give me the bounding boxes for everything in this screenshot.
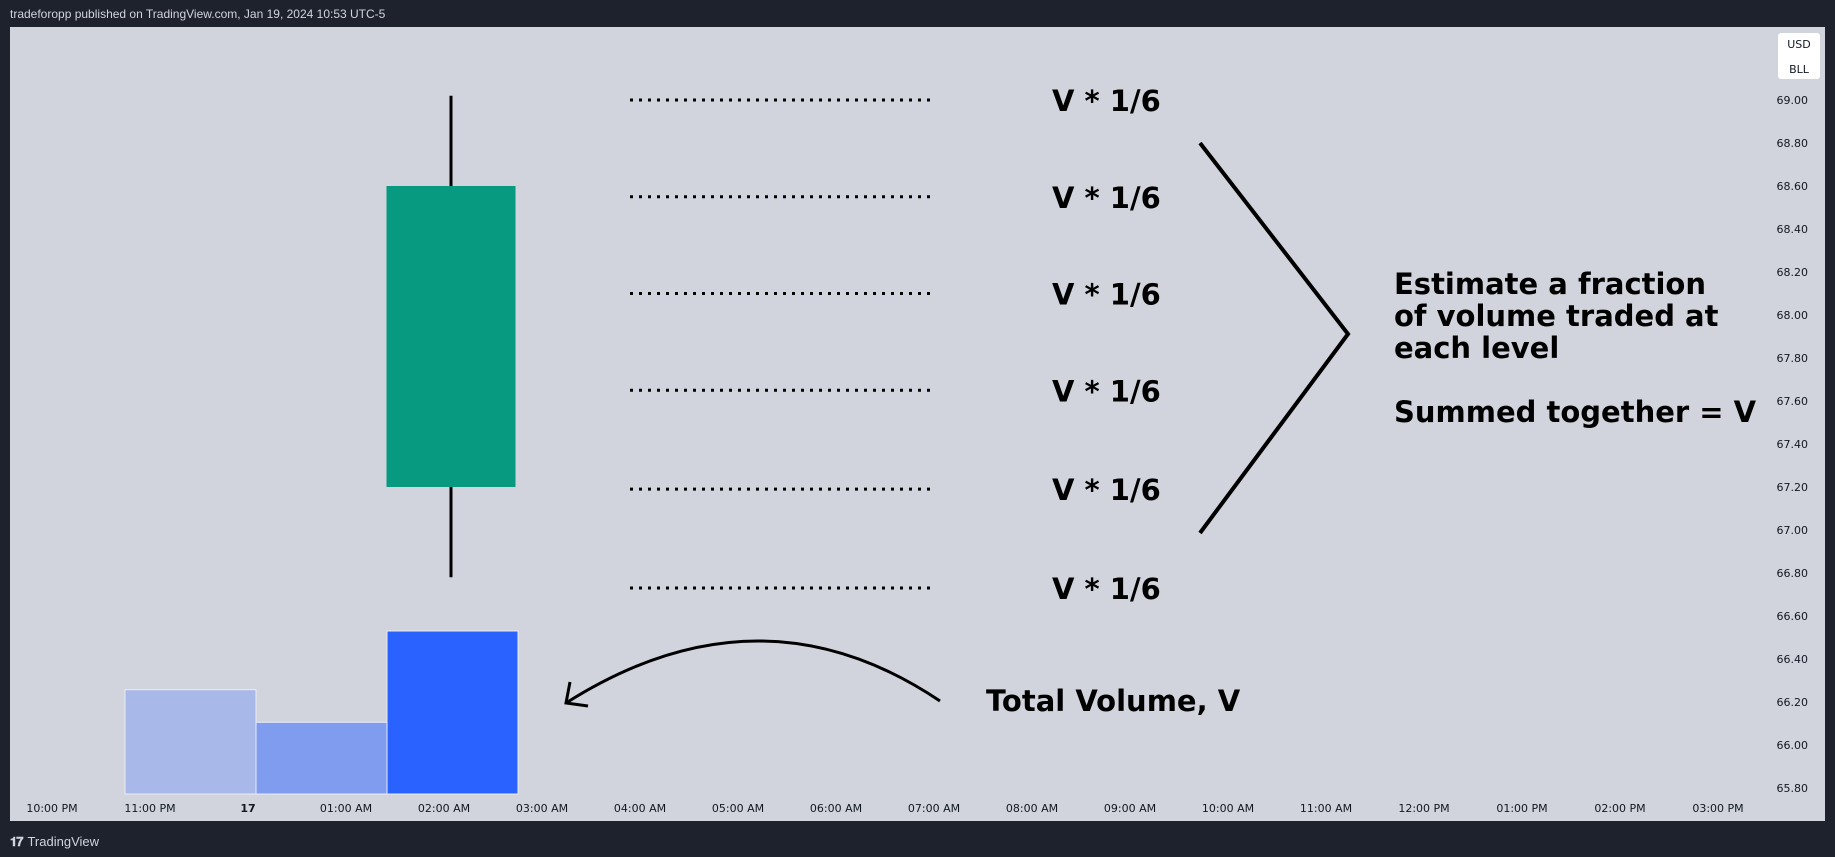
y-tick-label: 68.00 [1777,309,1809,322]
chart-pane[interactable] [10,27,1825,821]
x-tick-label: 03:00 AM [516,802,568,815]
note-text-line: of volume traded at [1394,299,1719,333]
y-tick-label: 68.40 [1777,223,1809,236]
level-fraction-label: V * 1/6 [1052,278,1161,312]
total-volume-label: Total Volume, V [986,684,1241,718]
level-fraction-label: V * 1/6 [1052,84,1161,118]
x-tick-label: 01:00 PM [1496,802,1547,815]
note-text-line: Summed together = V [1394,395,1757,429]
y-tick-label: 68.60 [1777,180,1809,193]
x-tick-label: 04:00 AM [614,802,666,815]
x-tick-label: 17 [240,802,255,815]
y-tick-label: 66.80 [1777,567,1809,580]
x-tick-label: 10:00 AM [1202,802,1254,815]
y-tick-label: 67.40 [1777,438,1809,451]
note-text-line: each level [1394,331,1559,365]
x-tick-label: 02:00 AM [418,802,470,815]
volume-bar [386,630,519,795]
y-tick-label: 67.80 [1777,352,1809,365]
y-tick-label: 67.60 [1777,395,1809,408]
x-tick-label: 06:00 AM [810,802,862,815]
note-text-line: Estimate a fraction [1394,267,1706,301]
currency-label: USD [1787,38,1811,51]
x-tick-label: 01:00 AM [320,802,372,815]
footer-brand[interactable]: 𝟏𝟕 TradingView [0,826,1835,857]
bracket-chevron [1198,141,1351,535]
y-tick-label: 66.40 [1777,653,1809,666]
x-tick-label: 07:00 AM [908,802,960,815]
y-tick-label: 65.80 [1777,782,1809,795]
y-tick-label: 66.60 [1777,610,1809,623]
level-fraction-label: V * 1/6 [1052,473,1161,507]
x-tick-label: 08:00 AM [1006,802,1058,815]
x-tick-label: 11:00 AM [1300,802,1352,815]
y-tick-label: 68.80 [1777,137,1809,150]
x-tick-label: 09:00 AM [1104,802,1156,815]
y-tick-label: 67.20 [1777,481,1809,494]
x-tick-label: 02:00 PM [1594,802,1645,815]
tradingview-logo-icon: 𝟏𝟕 [10,833,24,849]
volume-bar [255,721,388,795]
level-fraction-label: V * 1/6 [1052,181,1161,215]
x-tick-label: 05:00 AM [712,802,764,815]
y-tick-label: 67.00 [1777,524,1809,537]
y-tick-label: 66.20 [1777,696,1809,709]
published-info: tradeforopp published on TradingView.com… [10,7,386,21]
arrow-head [564,681,589,708]
level-fraction-label: V * 1/6 [1052,572,1161,606]
x-tick-label: 11:00 PM [124,802,175,815]
x-tick-label: 12:00 PM [1398,802,1449,815]
volume-bar [124,689,257,795]
brand-label: TradingView [27,834,100,849]
curved-arrow [565,639,941,705]
symbol-label: BLL [1789,63,1810,76]
y-tick-label: 68.20 [1777,266,1809,279]
x-tick-label: 03:00 PM [1692,802,1743,815]
symbol-badge [1778,33,1820,79]
candle-body [386,186,516,487]
level-fraction-label: V * 1/6 [1052,374,1161,408]
y-tick-label: 66.00 [1777,739,1809,752]
x-tick-label: 10:00 PM [26,802,77,815]
y-tick-label: 69.00 [1777,94,1809,107]
